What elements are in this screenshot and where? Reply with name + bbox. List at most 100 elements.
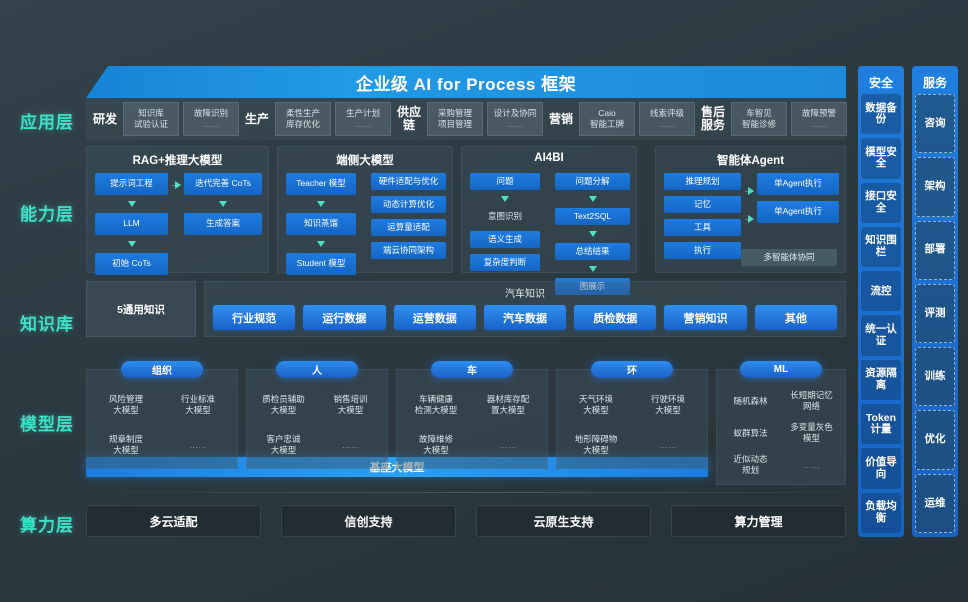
capability-node[interactable]: 复杂度判断 [470, 254, 540, 271]
knowledge-pill[interactable]: 营销知识 [664, 305, 747, 330]
application-cell-line2: 项目管理 [437, 119, 472, 129]
application-cell[interactable]: 故障识别…… [183, 102, 239, 136]
capability-node[interactable]: 推理规划 [664, 173, 741, 190]
rail-service: 服务 咨询 架构 部署 评测 训练 优化 运维 [912, 66, 958, 537]
rail-service-item[interactable]: 咨询 [915, 94, 955, 154]
model-item[interactable]: 故障维修 大模型 [418, 434, 453, 455]
rail-security-item[interactable]: 统一认证 [861, 315, 901, 356]
knowledge-pill[interactable]: 运营数据 [393, 305, 476, 330]
rail-security-item[interactable]: 数据备份 [861, 94, 901, 135]
capability-node[interactable]: 工具 [664, 219, 741, 236]
model-item[interactable]: 质检员辅助 大模型 [262, 394, 305, 415]
rail-service-item[interactable]: 部署 [915, 220, 955, 280]
capability-node[interactable]: 端云协同架构 [371, 242, 446, 259]
capability-node[interactable]: 执行 [664, 242, 741, 259]
capability-node[interactable]: Text2SQL [555, 208, 630, 225]
model-item[interactable]: …… [499, 439, 517, 450]
arrow-down-icon [127, 241, 136, 247]
application-cell[interactable]: 故障预警…… [791, 102, 847, 136]
model-item[interactable]: 规章制度 大模型 [108, 434, 143, 455]
capability-node[interactable]: 硬件适配与优化 [371, 173, 446, 190]
application-cell[interactable]: 柔性生产 库存优化 [275, 102, 331, 136]
model-item[interactable]: 行驶环境 大模型 [650, 394, 685, 415]
connector-line [745, 191, 749, 192]
model-item[interactable]: …… [803, 459, 820, 470]
application-cell[interactable]: Caio 智能工牌 [579, 102, 635, 136]
capability-node[interactable]: 图展示 [555, 278, 630, 295]
model-item[interactable]: 蚁群算法 [733, 427, 768, 438]
knowledge-pill[interactable]: 汽车数据 [483, 305, 567, 330]
model-column-0: 组织风险管理 大模型 行业标准 大模型规章制度 大模型 …… [86, 361, 238, 469]
capability-node[interactable]: 问题分解 [555, 173, 630, 190]
rail-security-item[interactable]: 价值导向 [861, 448, 901, 489]
rail-service-item[interactable]: 评测 [915, 283, 955, 344]
application-cell[interactable]: 知识库 试验认证 [123, 102, 179, 136]
knowledge-pill[interactable]: 运行数据 [303, 305, 386, 330]
model-column-tag[interactable]: 环 [591, 361, 673, 378]
rail-security-item[interactable]: 负载均衡 [861, 492, 901, 533]
capability-node[interactable]: 初始 CoTs [95, 253, 168, 275]
model-item[interactable]: 客户忠诚 大模型 [266, 434, 301, 455]
knowledge-pill[interactable]: 质检数据 [574, 305, 657, 330]
model-item[interactable]: 销售培训 大模型 [333, 394, 368, 415]
rail-security-item[interactable]: 模型安全 [861, 138, 901, 179]
compute-box[interactable]: 算力管理 [671, 505, 846, 537]
capability-node[interactable]: 总结结果 [555, 243, 630, 260]
capability-node[interactable]: 单Agent执行 [757, 173, 839, 195]
application-cell-line1: 设计及协同 [493, 107, 537, 118]
model-column-tag[interactable]: 车 [431, 361, 513, 378]
model-item[interactable]: …… [189, 439, 207, 450]
rail-security-item[interactable]: Token计量 [861, 404, 901, 445]
model-column-tag[interactable]: 人 [276, 361, 358, 378]
capability-node[interactable]: 迭代完善 CoTs [184, 173, 262, 195]
rail-security-item[interactable]: 资源隔离 [861, 359, 901, 401]
compute-box[interactable]: 多云适配 [86, 505, 261, 537]
capability-node[interactable]: 问题 [470, 173, 540, 190]
model-item[interactable]: 行业标准 大模型 [180, 394, 215, 415]
capability-node[interactable]: 运算量适配 [371, 219, 446, 236]
rail-security-item[interactable]: 知识围栏 [861, 226, 901, 268]
application-cell[interactable]: 生产计划…… [335, 102, 391, 136]
rail-service-item[interactable]: 训练 [915, 347, 955, 407]
application-cell[interactable]: 线索评级…… [639, 102, 695, 136]
model-item-grid: 车辆健康 检测大模型 器材库存配 置大模型故障维修 大模型 …… [401, 386, 543, 464]
capability-node[interactable]: 语义生成 [470, 231, 540, 248]
capability-node[interactable]: 提示词工程 [95, 173, 168, 195]
model-item[interactable]: 地形障碍物 大模型 [574, 434, 618, 455]
arrow-right-icon [748, 187, 754, 195]
rail-security-item[interactable]: 接口安全 [861, 182, 901, 223]
knowledge-pill[interactable]: 行业规范 [213, 305, 296, 330]
model-item[interactable]: …… [342, 439, 359, 450]
model-item[interactable]: 近似动态 规划 [733, 454, 768, 475]
capability-node[interactable]: 生成答案 [184, 213, 262, 235]
capability-node[interactable]: Teacher 模型 [286, 173, 356, 195]
rail-security-item[interactable]: 流控 [861, 271, 901, 312]
capability-node[interactable]: Student 模型 [286, 253, 356, 275]
model-item[interactable]: 随机森林 [733, 395, 768, 406]
model-column-tag[interactable]: ML [740, 361, 822, 378]
model-item[interactable]: 车辆健康 检测大模型 [414, 394, 458, 415]
model-column-tag[interactable]: 组织 [121, 361, 203, 378]
application-cell[interactable]: 车智见 智能诊修 [731, 102, 787, 136]
compute-box[interactable]: 信创支持 [281, 505, 456, 537]
capability-node[interactable]: 记忆 [664, 196, 741, 213]
model-item[interactable]: 器材库存配 置大模型 [486, 394, 530, 415]
rail-service-item[interactable]: 架构 [915, 157, 955, 217]
capability-node[interactable]: 动态计算优化 [371, 196, 446, 213]
model-item[interactable]: 风险管理 大模型 [108, 394, 143, 415]
compute-box[interactable]: 云原生支持 [476, 505, 651, 537]
capability-node[interactable]: 单Agent执行 [757, 201, 839, 223]
rail-service-item[interactable]: 优化 [915, 410, 955, 470]
model-item[interactable]: 多变量灰色 模型 [790, 422, 833, 443]
capability-node[interactable]: LLM [95, 213, 168, 235]
capability-card-2: AI4BI 问题 意图识别 语义生成 复杂度判断 问题分解 Text2SQL 总结结果 图展示 [461, 146, 637, 295]
rail-service-item[interactable]: 运维 [915, 473, 955, 533]
model-item[interactable]: …… [659, 439, 677, 450]
capability-node[interactable]: 意图识别 [487, 210, 522, 221]
model-item[interactable]: 天气环境 大模型 [578, 394, 613, 415]
application-cell[interactable]: 采购管理 项目管理 [427, 102, 483, 136]
application-cell[interactable]: 设计及协同…… [487, 102, 543, 136]
knowledge-pill[interactable]: 其他 [754, 305, 837, 330]
model-item[interactable]: 长短期记忆 网络 [790, 390, 833, 411]
capability-node[interactable]: 知识蒸馏 [286, 213, 356, 235]
